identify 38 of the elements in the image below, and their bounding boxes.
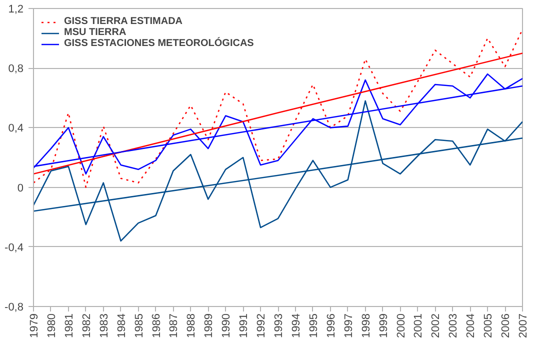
- x-tick-label: 2001: [412, 313, 425, 338]
- x-tick-label: 1984: [116, 313, 128, 338]
- legend-label: GISS TIERRA ESTIMADA: [64, 16, 183, 27]
- x-tick-label: 1987: [168, 313, 180, 338]
- x-tick-label: 1980: [46, 313, 58, 338]
- x-tick-label: 1996: [325, 313, 338, 338]
- legend-label: GISS ESTACIONES METEOROLÓGICAS: [64, 38, 254, 49]
- x-tick-label: 1982: [80, 313, 93, 338]
- y-tick-label: 1,2: [8, 4, 24, 16]
- x-tick-label: 1979: [28, 313, 40, 338]
- x-tick-label: 2003: [448, 313, 460, 338]
- x-tick-label: 2006: [500, 313, 512, 338]
- x-tick-label: 2000: [395, 313, 408, 338]
- y-tick-label: 0,8: [8, 63, 24, 76]
- x-tick-label: 2005: [482, 313, 495, 338]
- x-tick-label: 1999: [378, 313, 390, 338]
- x-tick-label: 1985: [133, 313, 146, 338]
- x-tick-label: 1981: [63, 313, 76, 338]
- x-tick-label: 1995: [308, 313, 320, 338]
- x-tick-label: 2002: [430, 313, 442, 338]
- x-tick-label: 1989: [203, 313, 216, 338]
- y-tick-label: -0,8: [4, 302, 24, 314]
- x-tick-label: 2004: [465, 313, 478, 338]
- legend-label: MSU TIERRA: [64, 27, 126, 38]
- x-tick-label: 2007: [518, 313, 530, 338]
- y-tick-label: -0,4: [4, 242, 24, 254]
- y-tick-label: 0: [17, 182, 24, 194]
- x-tick-label: 1986: [150, 313, 163, 338]
- x-tick-label: 1994: [290, 313, 302, 338]
- x-tick-label: 1997: [342, 313, 355, 338]
- x-tick-label: 1988: [186, 313, 198, 338]
- y-tick-label: 0,4: [8, 122, 24, 135]
- x-tick-label: 1993: [273, 313, 285, 338]
- x-tick-label: 1983: [98, 313, 110, 338]
- x-tick-label: 1990: [220, 313, 233, 338]
- x-tick-label: 1998: [360, 313, 372, 338]
- x-tick-label: 1992: [256, 313, 268, 338]
- x-tick-label: 1991: [238, 313, 250, 338]
